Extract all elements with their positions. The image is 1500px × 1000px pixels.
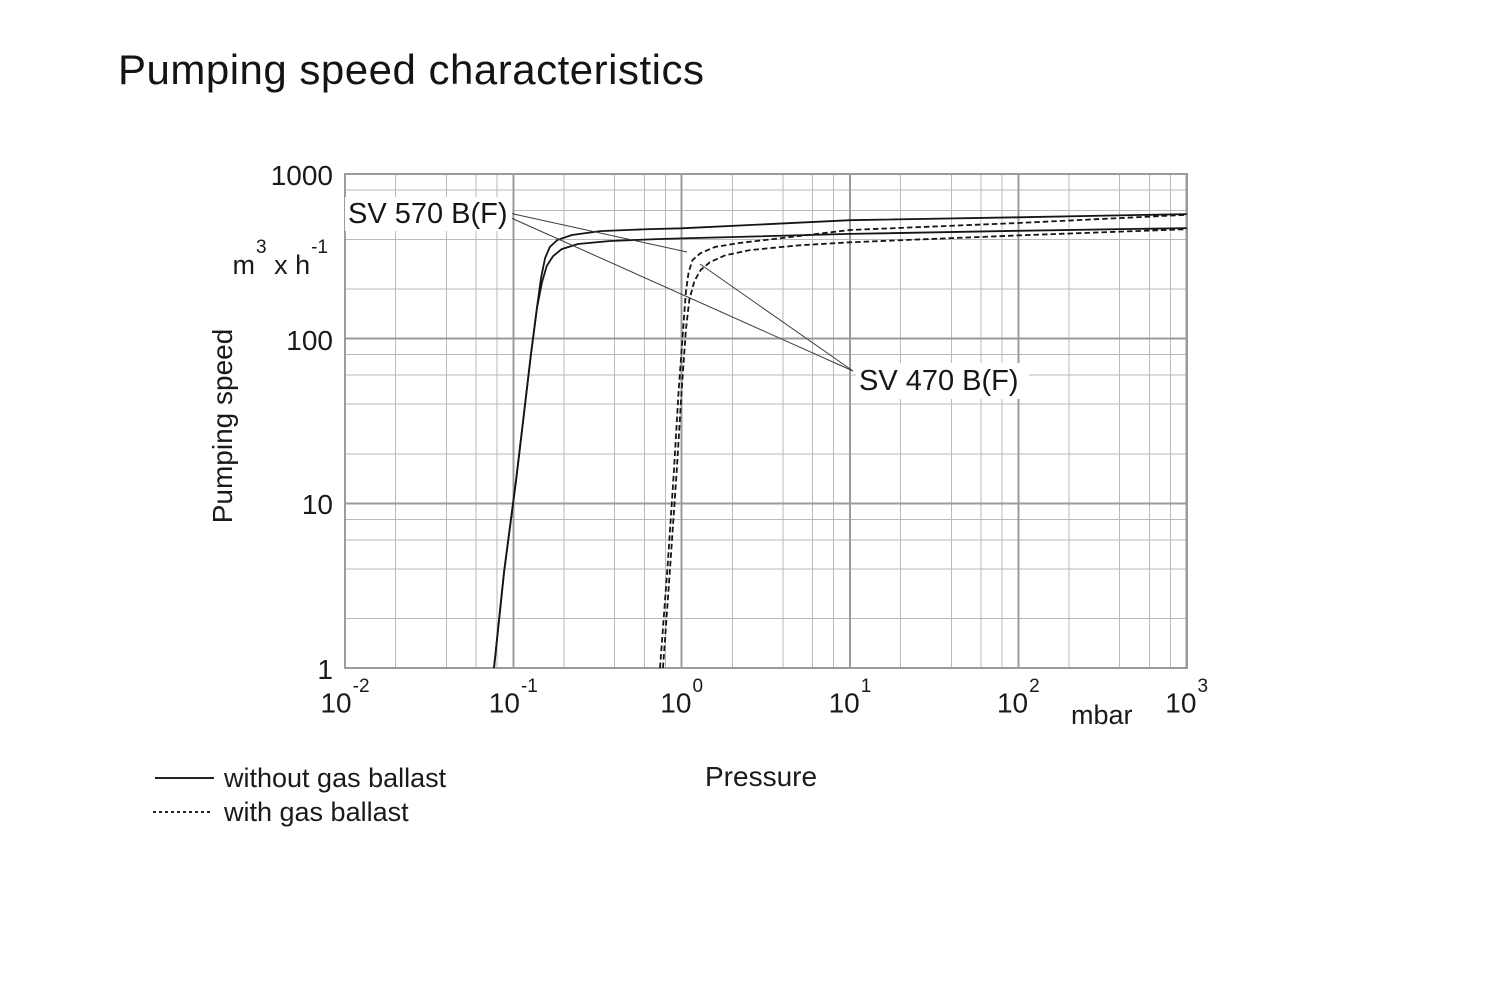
x-tick-label: 10-1 <box>465 676 561 719</box>
annotation-sv470-label: SV 470 B(F) <box>856 363 1029 399</box>
x-tick-label: 10-2 <box>297 676 393 719</box>
x-tick-label: 100 <box>634 676 730 719</box>
x-tick-base: 10 <box>1165 687 1197 719</box>
x-tick-label: 101 <box>802 676 898 719</box>
x-tick-exponent: 2 <box>1029 676 1040 697</box>
legend-label-without-gas-ballast: without gas ballast <box>224 763 447 793</box>
y-axis-title: Pumping speed <box>207 328 238 524</box>
legend-dashed-line-sample <box>153 811 213 813</box>
curve-sv-470-b-f--without-gas-ballast <box>493 227 1187 669</box>
annotation-leader-line <box>508 212 688 253</box>
legend-label-with-gas-ballast: with gas ballast <box>224 797 409 827</box>
annotation-leader-line <box>699 263 854 372</box>
unit-m: m <box>232 250 255 280</box>
y-tick-label: 1 <box>317 654 333 685</box>
x-tick-base: 10 <box>320 687 352 719</box>
unit-m-exponent: 3 <box>255 237 267 258</box>
y-tick-label: 10 <box>301 489 333 521</box>
x-tick-exponent: -1 <box>520 676 538 697</box>
x-tick-exponent: 1 <box>860 676 872 697</box>
y-tick-label: 100 <box>286 324 333 356</box>
plot-border <box>343 172 1188 670</box>
x-tick-exponent: 0 <box>692 676 704 697</box>
page-title: Pumping speed characteristics <box>118 46 705 93</box>
annotation-leader-line <box>508 216 854 372</box>
unit-xh: x h <box>266 250 311 280</box>
y-axis-unit-label: m3 x h-1 <box>223 237 328 281</box>
legend-solid-line-sample <box>155 777 214 779</box>
x-tick-base: 10 <box>488 687 520 719</box>
x-tick-label: 103 <box>1139 676 1235 719</box>
x-tick-base: 10 <box>828 687 860 719</box>
curve-sv-570-b-f--without-gas-ballast <box>493 213 1187 669</box>
x-tick-exponent: 3 <box>1197 676 1209 697</box>
x-axis-title: Pressure <box>705 761 818 792</box>
curve-sv-570-b-f--with-gas-ballast <box>659 213 1187 669</box>
x-tick-base: 10 <box>996 687 1029 719</box>
unit-h-exponent: -1 <box>311 237 328 258</box>
annotation-sv570-label: SV 570 B(F) <box>345 197 512 231</box>
x-tick-label: 102 <box>970 676 1066 719</box>
y-tick-label: 1000 <box>270 159 333 191</box>
curve-sv-470-b-f--with-gas-ballast <box>662 228 1187 669</box>
x-axis-unit-label: mbar <box>1071 700 1133 730</box>
x-tick-exponent: -2 <box>352 676 370 697</box>
x-tick-base: 10 <box>660 687 692 719</box>
